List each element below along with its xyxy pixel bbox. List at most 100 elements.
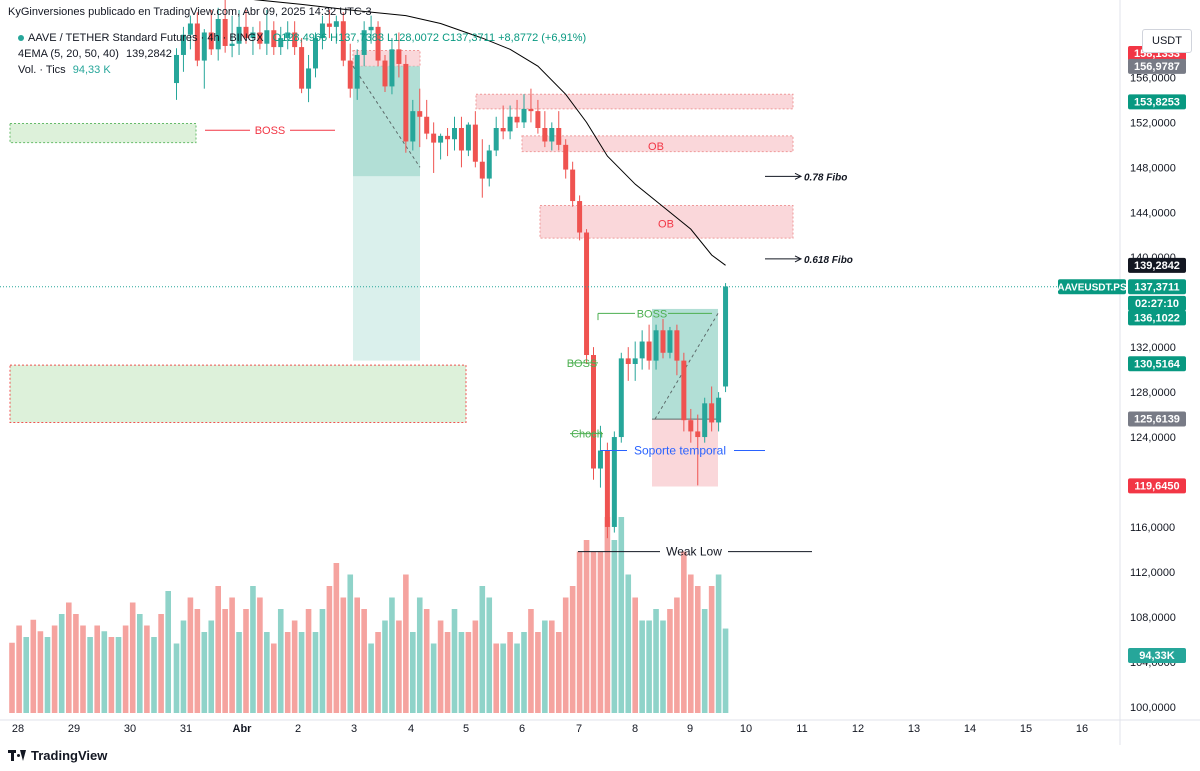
volume-bar [535,632,541,713]
x-tick-label: 11 [796,723,807,735]
volume-bar [569,586,576,713]
y-tick-label: 148,0000 [1130,162,1176,174]
bearish-candle [222,18,228,46]
volume-bar [625,574,632,713]
price-label-box [1128,356,1186,372]
y-tick-label: 152,0000 [1130,117,1176,129]
annotation-label: BOSS [255,125,286,137]
volume-bar [403,574,409,713]
bearish-candle [500,128,506,132]
bearish-candle [326,23,332,27]
y-tick-label: 156,0000 [1130,72,1176,84]
volume-bar [180,620,187,713]
bearish-candle [556,128,562,145]
volume-bar [549,620,555,713]
volume-bar [715,574,722,713]
x-tick-label: 2 [295,723,301,735]
bullish-candle [723,286,729,387]
volume-bar [528,609,534,713]
volume-bar [423,609,430,713]
bearish-candle [584,232,590,356]
bullish-candle [639,341,645,359]
volume-bar [701,609,708,713]
volume-bar [597,551,604,713]
bullish-candle [306,68,312,89]
volume-bar [94,625,100,713]
volume-bar [73,614,79,713]
position-diagonal-bottom [654,313,719,420]
price-label-text: 136,1022 [1134,312,1180,324]
volume-bar [375,632,381,713]
position-diagonal-top [352,65,421,168]
up-dot-icon [18,35,24,42]
bullish-candle [285,32,291,39]
volume-bar [590,551,597,713]
ob-zone-2 [521,135,794,153]
bearish-candle [208,32,214,50]
bearish-candle [445,135,451,140]
volume-bar [507,632,513,713]
volume-bar [708,586,715,713]
bullish-candle [264,30,270,44]
annotation-label: Soporte temporal [634,444,726,458]
bearish-candle [535,111,541,128]
volume-bar [58,614,65,713]
bearish-candle [591,355,596,469]
tradingview-logo[interactable]: TradingView [8,748,107,763]
annotation-label: BOSS [637,308,668,320]
x-tick-label: 16 [1076,723,1088,735]
bearish-candle [660,330,666,353]
x-tick-label: Abr [233,723,253,735]
ohlc-values: O128,4966 H137,7383 L128,0072 C137,3711 … [272,32,587,44]
bearish-candle [709,403,715,423]
volume-bar [465,632,472,713]
price-label-box [1128,310,1186,326]
price-label-text: 137,3711 [1134,281,1179,293]
volume-bar [37,631,44,713]
price-label-box [1128,279,1186,295]
ema-legend[interactable]: 4EMA (5, 20, 50, 40) 139,2842 [18,48,172,60]
annotation-label: OB [658,219,674,231]
annotation-label: Weak Low [666,545,722,559]
bearish-candle [299,47,305,89]
x-tick-label: 13 [908,723,920,735]
volume-legend[interactable]: Vol. · Tics 94,33 K [18,64,111,76]
volume-bar [562,597,569,713]
tradingview-logo-text: TradingView [31,748,108,763]
bullish-candle [618,358,624,438]
bearish-candle [577,201,583,233]
ob-zone-3 [539,205,794,239]
bearish-candle [542,128,548,142]
volume-bar [583,540,590,713]
volume-bar [165,591,171,713]
volume-bar [101,631,108,713]
volume-bar [340,597,347,713]
y-tick-label: 116,0000 [1130,522,1175,534]
tradingview-logo-icon [8,750,26,761]
volume-bar [611,540,618,713]
bullish-candle [410,111,416,142]
volume-bar [389,597,395,713]
volume-bar [472,620,479,713]
currency-button[interactable]: USDT [1142,29,1192,53]
x-tick-label: 5 [463,723,469,735]
bullish-candle [250,32,256,39]
bullish-candle [389,49,395,87]
bullish-candle [361,30,367,55]
volume-bar [521,632,527,713]
bearish-candle [403,63,409,142]
volume-label: Vol. · Tics [18,64,66,76]
volume-bar [23,637,29,713]
ema-line [253,0,726,266]
bearish-candle [396,49,402,64]
x-tick-label: 28 [12,723,24,735]
bullish-candle [549,128,555,142]
ob-zone-1 [475,93,794,110]
ema-value: 139,2842 [125,48,172,60]
volume-bar [430,643,437,713]
price-label-box [1128,411,1186,427]
x-tick-label: 8 [632,723,638,735]
volume-bar [30,619,37,713]
volume-bar [257,597,263,713]
